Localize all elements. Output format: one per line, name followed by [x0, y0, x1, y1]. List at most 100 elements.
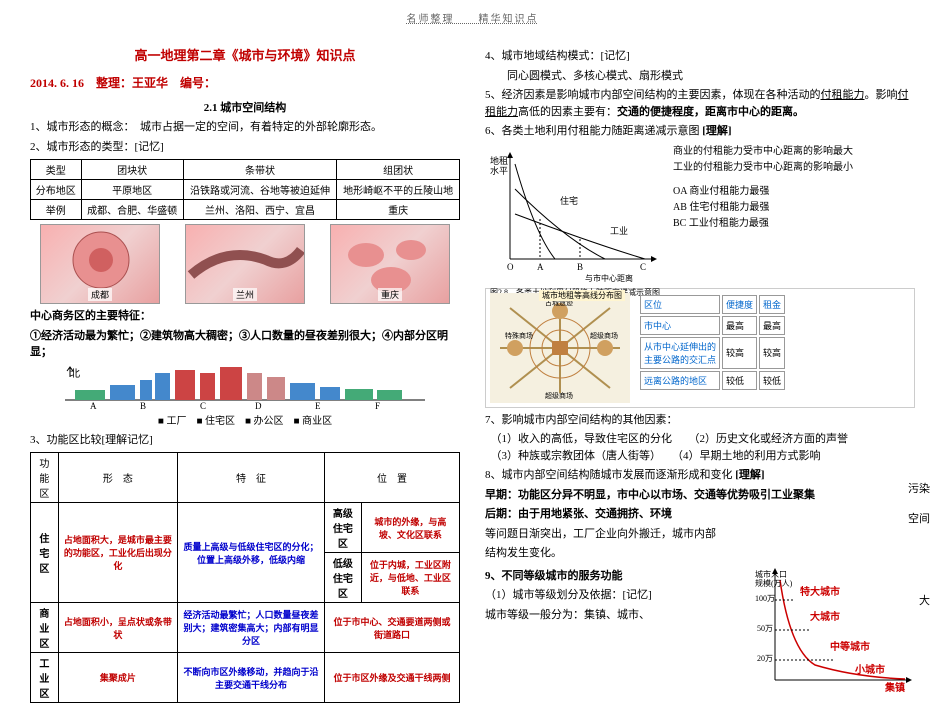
para-1: 1、城市形态的概念： 城市占据一定的空间，有着特定的外部轮廓形态。 — [30, 119, 460, 136]
td: 沿铁路或河流、谷地等被迫延伸 — [183, 180, 337, 200]
th: 功能区 — [31, 453, 59, 503]
svg-text:20万: 20万 — [757, 654, 773, 663]
td: 远离公路的地区 — [640, 371, 720, 390]
map-label: 兰州 — [233, 288, 257, 301]
svg-text:50万: 50万 — [757, 624, 773, 633]
p5c: 高低的因素主要有： — [518, 106, 617, 118]
map-label: 重庆 — [378, 288, 402, 301]
svg-text:城市人口: 城市人口 — [755, 569, 787, 579]
p8-early: 早期：功能区分异不明显，市中心以市场、交通等优势吸引工业聚集 — [485, 487, 915, 504]
shape-table: 类型 团块状 条带状 组团状 分布地区 平原地区 沿铁路或河流、谷地等被迫延伸 … — [30, 159, 460, 220]
section-2-1: 2.1 城市空间结构 — [30, 99, 460, 115]
city-maps-row: 成都 兰州 重庆 — [30, 224, 460, 304]
svg-text:O: O — [507, 262, 514, 272]
p8-later3: 结构发生变化。 — [485, 545, 915, 562]
td: 举例 — [31, 200, 82, 220]
p4-text: 4、城市地域结构模式：[记忆] — [485, 50, 630, 62]
svg-text:F: F — [375, 401, 380, 410]
td: 成都、合肥、华盛顿 — [81, 200, 183, 220]
th: 位 置 — [325, 453, 460, 503]
margin-word-2: 空间 — [908, 510, 930, 526]
rent-curve-figure: 地租 水平 住宅 工业 O A B C 与 — [485, 144, 915, 284]
p8-text: 8、城市内部空间结构随城市发展而逐渐形成和变化 — [485, 469, 733, 481]
map-chengdu: 成都 — [40, 224, 160, 304]
svg-text:B: B — [140, 401, 146, 410]
function-zone-table: 功能区 形 态 特 征 位 置 住宅区 占地面积大，是城市最主要的功能区，工业化… — [30, 452, 460, 703]
td: 高级住宅区 — [325, 503, 362, 553]
rent-caption: 与市中心距离 — [585, 273, 633, 283]
svg-text:小城市: 小城市 — [854, 663, 885, 676]
para-7: 7、影响城市内部空间结构的其他因素： — [485, 412, 915, 429]
right-column: 4、城市地域结构模式：[记忆] 同心圆模式、多核心模式、扇形模式 5、经济因素是… — [485, 45, 915, 707]
td: 不断向市区外缘移动，并趋向于沿主要交通干线分布 — [178, 653, 325, 703]
page-header: 名师整理 精华知识点 — [30, 10, 915, 25]
zone-table: 区位 便捷度 租金 市中心 最高 最高 从市中心延伸出的主要公路的交汇点 较高 … — [638, 293, 787, 392]
td: 从市中心延伸出的主要公路的交汇点 — [640, 337, 720, 369]
margin-word-3: 大 — [919, 592, 930, 608]
svg-text:工业: 工业 — [610, 226, 628, 236]
p8-later2: 等问题日渐突出，工厂企业向外搬迁，城市内部 — [485, 526, 915, 543]
th: 组团状 — [337, 160, 460, 180]
rent-label-c: OA 商业付租能力最强 — [673, 184, 853, 200]
svg-text:集镇: 集镇 — [884, 681, 905, 694]
p5-factors: 交通的便捷程度，距离市中心的距离。 — [617, 106, 804, 118]
rent-label-d: AB 住宅付租能力最强 — [673, 200, 853, 216]
main-title: 高一地理第二章《城市与环境》知识点 — [30, 45, 460, 64]
svg-text:特殊商场: 特殊商场 — [505, 331, 533, 340]
two-column-layout: 高一地理第二章《城市与环境》知识点 2014. 6. 16 整理：王亚华 编号：… — [30, 45, 915, 707]
td: 平原地区 — [81, 180, 183, 200]
svg-text:超级商场: 超级商场 — [545, 391, 573, 400]
p6-text: 6、各类土地利用付租能力随距离递减示意图 — [485, 125, 700, 137]
map-lanzhou: 兰州 — [185, 224, 305, 304]
td: 兰州、洛阳、西宁、宜昌 — [183, 200, 337, 220]
svg-text:E: E — [315, 401, 321, 410]
svg-text:规模(万人): 规模(万人) — [755, 578, 793, 588]
para-2: 2、城市形态的类型：[记忆] — [30, 139, 460, 156]
td: 最高 — [759, 316, 785, 335]
th: 团块状 — [81, 160, 183, 180]
svg-text:水平: 水平 — [490, 165, 508, 176]
rent-curve-svg: 地租 水平 住宅 工业 O A B C 与 — [485, 144, 665, 284]
city-rank-block: 9、不同等级城市的服务功能 （1）城市等级划分及依据：[记忆] 城市等级一般分为… — [485, 565, 915, 695]
td: 低级住宅区 — [325, 553, 362, 603]
svg-text:B: B — [577, 262, 583, 272]
td: 位于内城，工业区附近，与低地、工业区联系 — [361, 553, 459, 603]
cbd-heading: 中心商务区的主要特征： — [30, 308, 460, 325]
svg-text:中等城市: 中等城市 — [830, 640, 870, 653]
svg-text:C: C — [200, 401, 206, 410]
td: 位于市中心、交通要道两侧或街道路口 — [325, 603, 460, 653]
td: 市中心 — [640, 316, 720, 335]
skyline-svg: 北 — [30, 365, 460, 410]
td: 城市的外缘，与高坡、文化区联系 — [361, 503, 459, 553]
svg-text:100万: 100万 — [755, 594, 775, 603]
td: 较高 — [722, 337, 757, 369]
th: 便捷度 — [722, 295, 757, 314]
cbd-legend: ■ 工厂 ■ 住宅区 ■ 办公区 ■ 商业区 — [30, 414, 460, 429]
p8-later: 后期：由于用地紧张、交通拥挤、环境 — [485, 506, 915, 523]
td: 集聚成片 — [58, 653, 177, 703]
td: 商业区 — [31, 603, 59, 653]
left-column: 高一地理第二章《城市与环境》知识点 2014. 6. 16 整理：王亚华 编号：… — [30, 45, 460, 707]
p5a: 5、经济因素是影响城市内部空间结构的主要因素，体现在各种活动的 — [485, 89, 821, 101]
p5-rent: 付租能力 — [821, 89, 865, 101]
td: 分布地区 — [31, 180, 82, 200]
th: 条带状 — [183, 160, 337, 180]
svg-text:D: D — [255, 401, 262, 410]
para-9-2: 城市等级一般分为：集镇、城市、 — [485, 607, 745, 624]
p9-2a: 城市等级一般分为：集镇、城市、 — [485, 609, 650, 621]
td: 地形崎岖不平的丘陵山地 — [337, 180, 460, 200]
svg-text:A: A — [90, 401, 97, 410]
zone-contour-figure: 城市地租等高线分布图 特殊商场 超级商场 古城遗迹 超级商场 — [485, 288, 915, 408]
rent-label-b: 工业的付租能力受市中心距离的影响最小 — [673, 160, 853, 176]
svg-text:C: C — [640, 262, 646, 272]
th: 区位 — [640, 295, 720, 314]
td: 较低 — [759, 371, 785, 390]
para-3: 3、功能区比较[理解记忆] — [30, 432, 460, 449]
para-8: 8、城市内部空间结构随城市发展而逐渐形成和变化 [理解] — [485, 467, 915, 484]
p6-tag: [理解] — [702, 125, 731, 137]
cbd-features: ①经济活动最为繁忙；②建筑物高大稠密；③人口数量的昼夜差别很大；④内部分区明显； — [30, 328, 460, 361]
svg-text:A: A — [537, 262, 544, 272]
para-7-items: （1）收入的高低，导致住宅区的分化 （2）历史文化或经济方面的声誉 （3）种族或… — [485, 431, 915, 464]
cbd-skyline-diagram: 北 — [30, 365, 460, 410]
th: 租金 — [759, 295, 785, 314]
